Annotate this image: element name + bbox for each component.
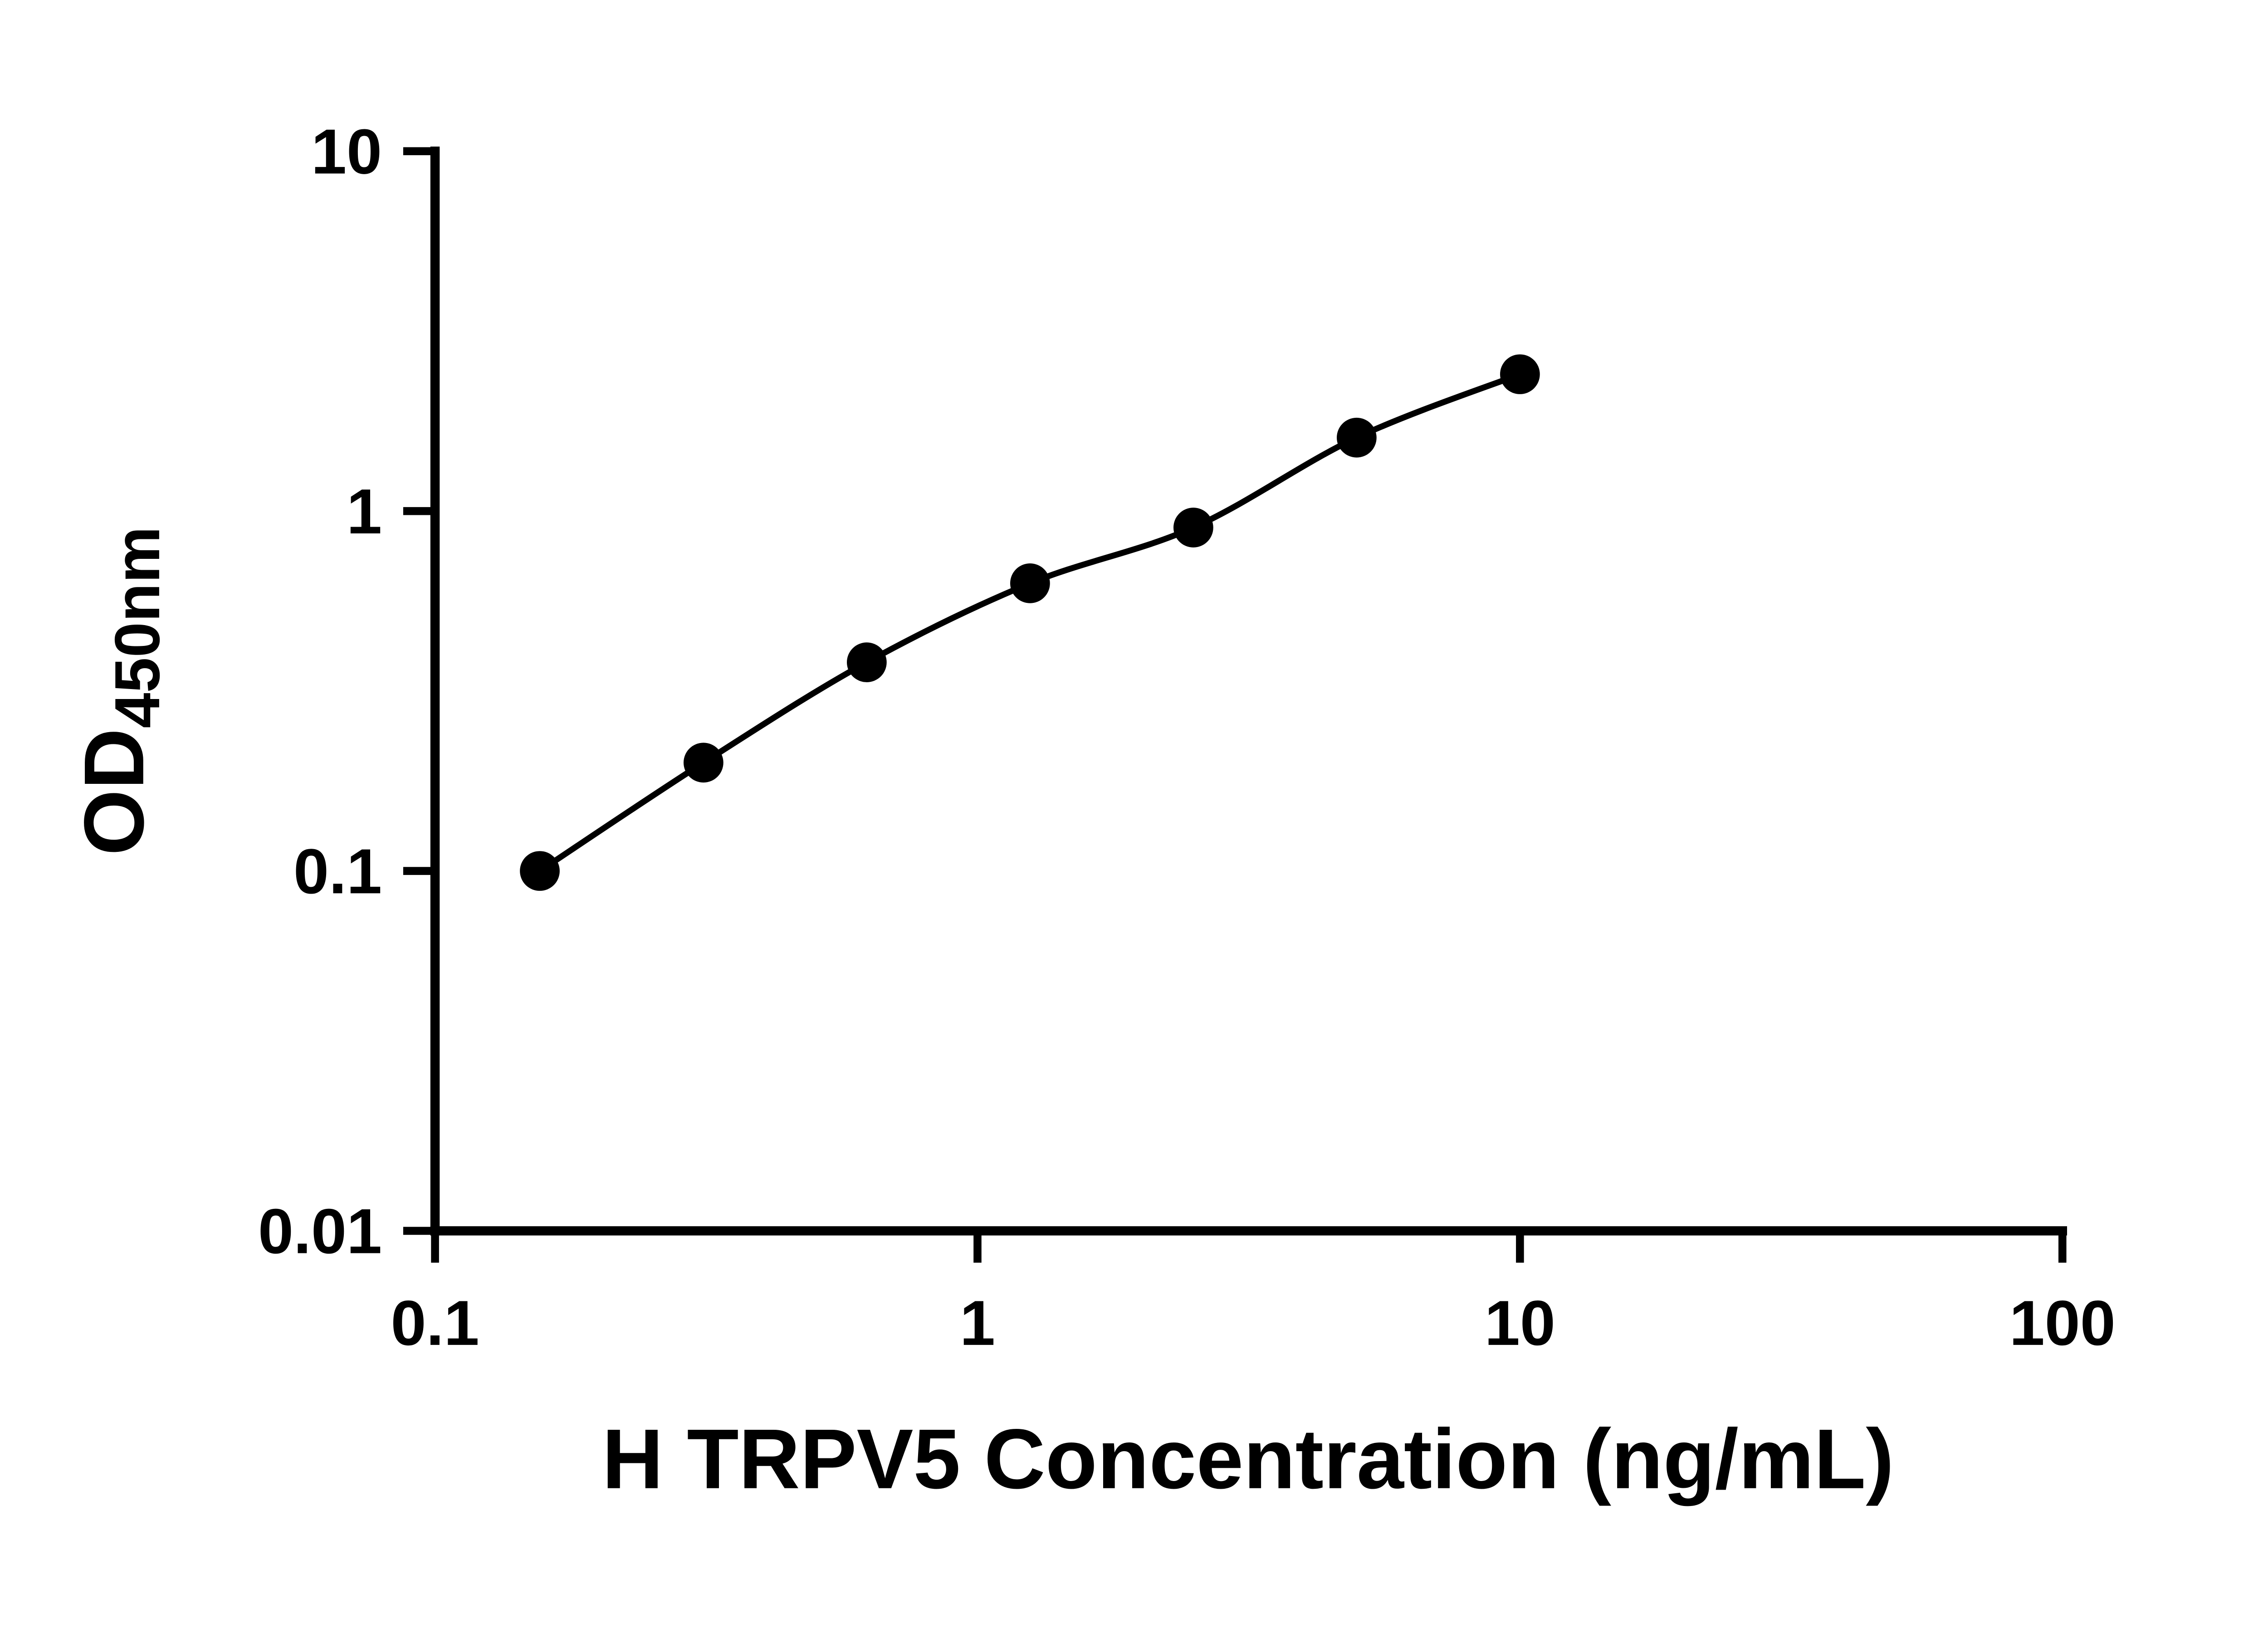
x-tick-label: 1 xyxy=(960,1287,995,1359)
x-tick-label: 100 xyxy=(2009,1287,2116,1359)
x-axis-title-text: H TRPV5 Concentration (ng/mL) xyxy=(602,1412,1894,1506)
data-point xyxy=(520,851,560,891)
y-axis-title: OD450nm xyxy=(67,527,173,856)
data-point xyxy=(1010,563,1050,603)
data-point xyxy=(684,743,723,783)
y-tick-label: 0.1 xyxy=(293,836,382,907)
elisa-standard-curve-figure: 0.01 0.1 1 10 0.1 1 10 100 H TRPV5 Concentratio… xyxy=(66,116,2116,1506)
y-axis-title-text: OD xyxy=(67,728,161,856)
x-tick-label: 10 xyxy=(1485,1287,1555,1359)
data-point xyxy=(847,642,887,682)
y-tick-label: 10 xyxy=(311,116,382,187)
x-axis-title: H TRPV5 Concentration (ng/mL) xyxy=(602,1412,1894,1506)
data-point xyxy=(1173,508,1213,548)
x-tick-label: 0.1 xyxy=(391,1287,479,1359)
data-point xyxy=(1337,417,1377,458)
y-tick-label: 1 xyxy=(347,476,382,547)
data-point xyxy=(1500,354,1540,394)
y-axis-title-subscript: 450nm xyxy=(102,527,173,728)
y-tick-label: 0.01 xyxy=(258,1196,382,1267)
